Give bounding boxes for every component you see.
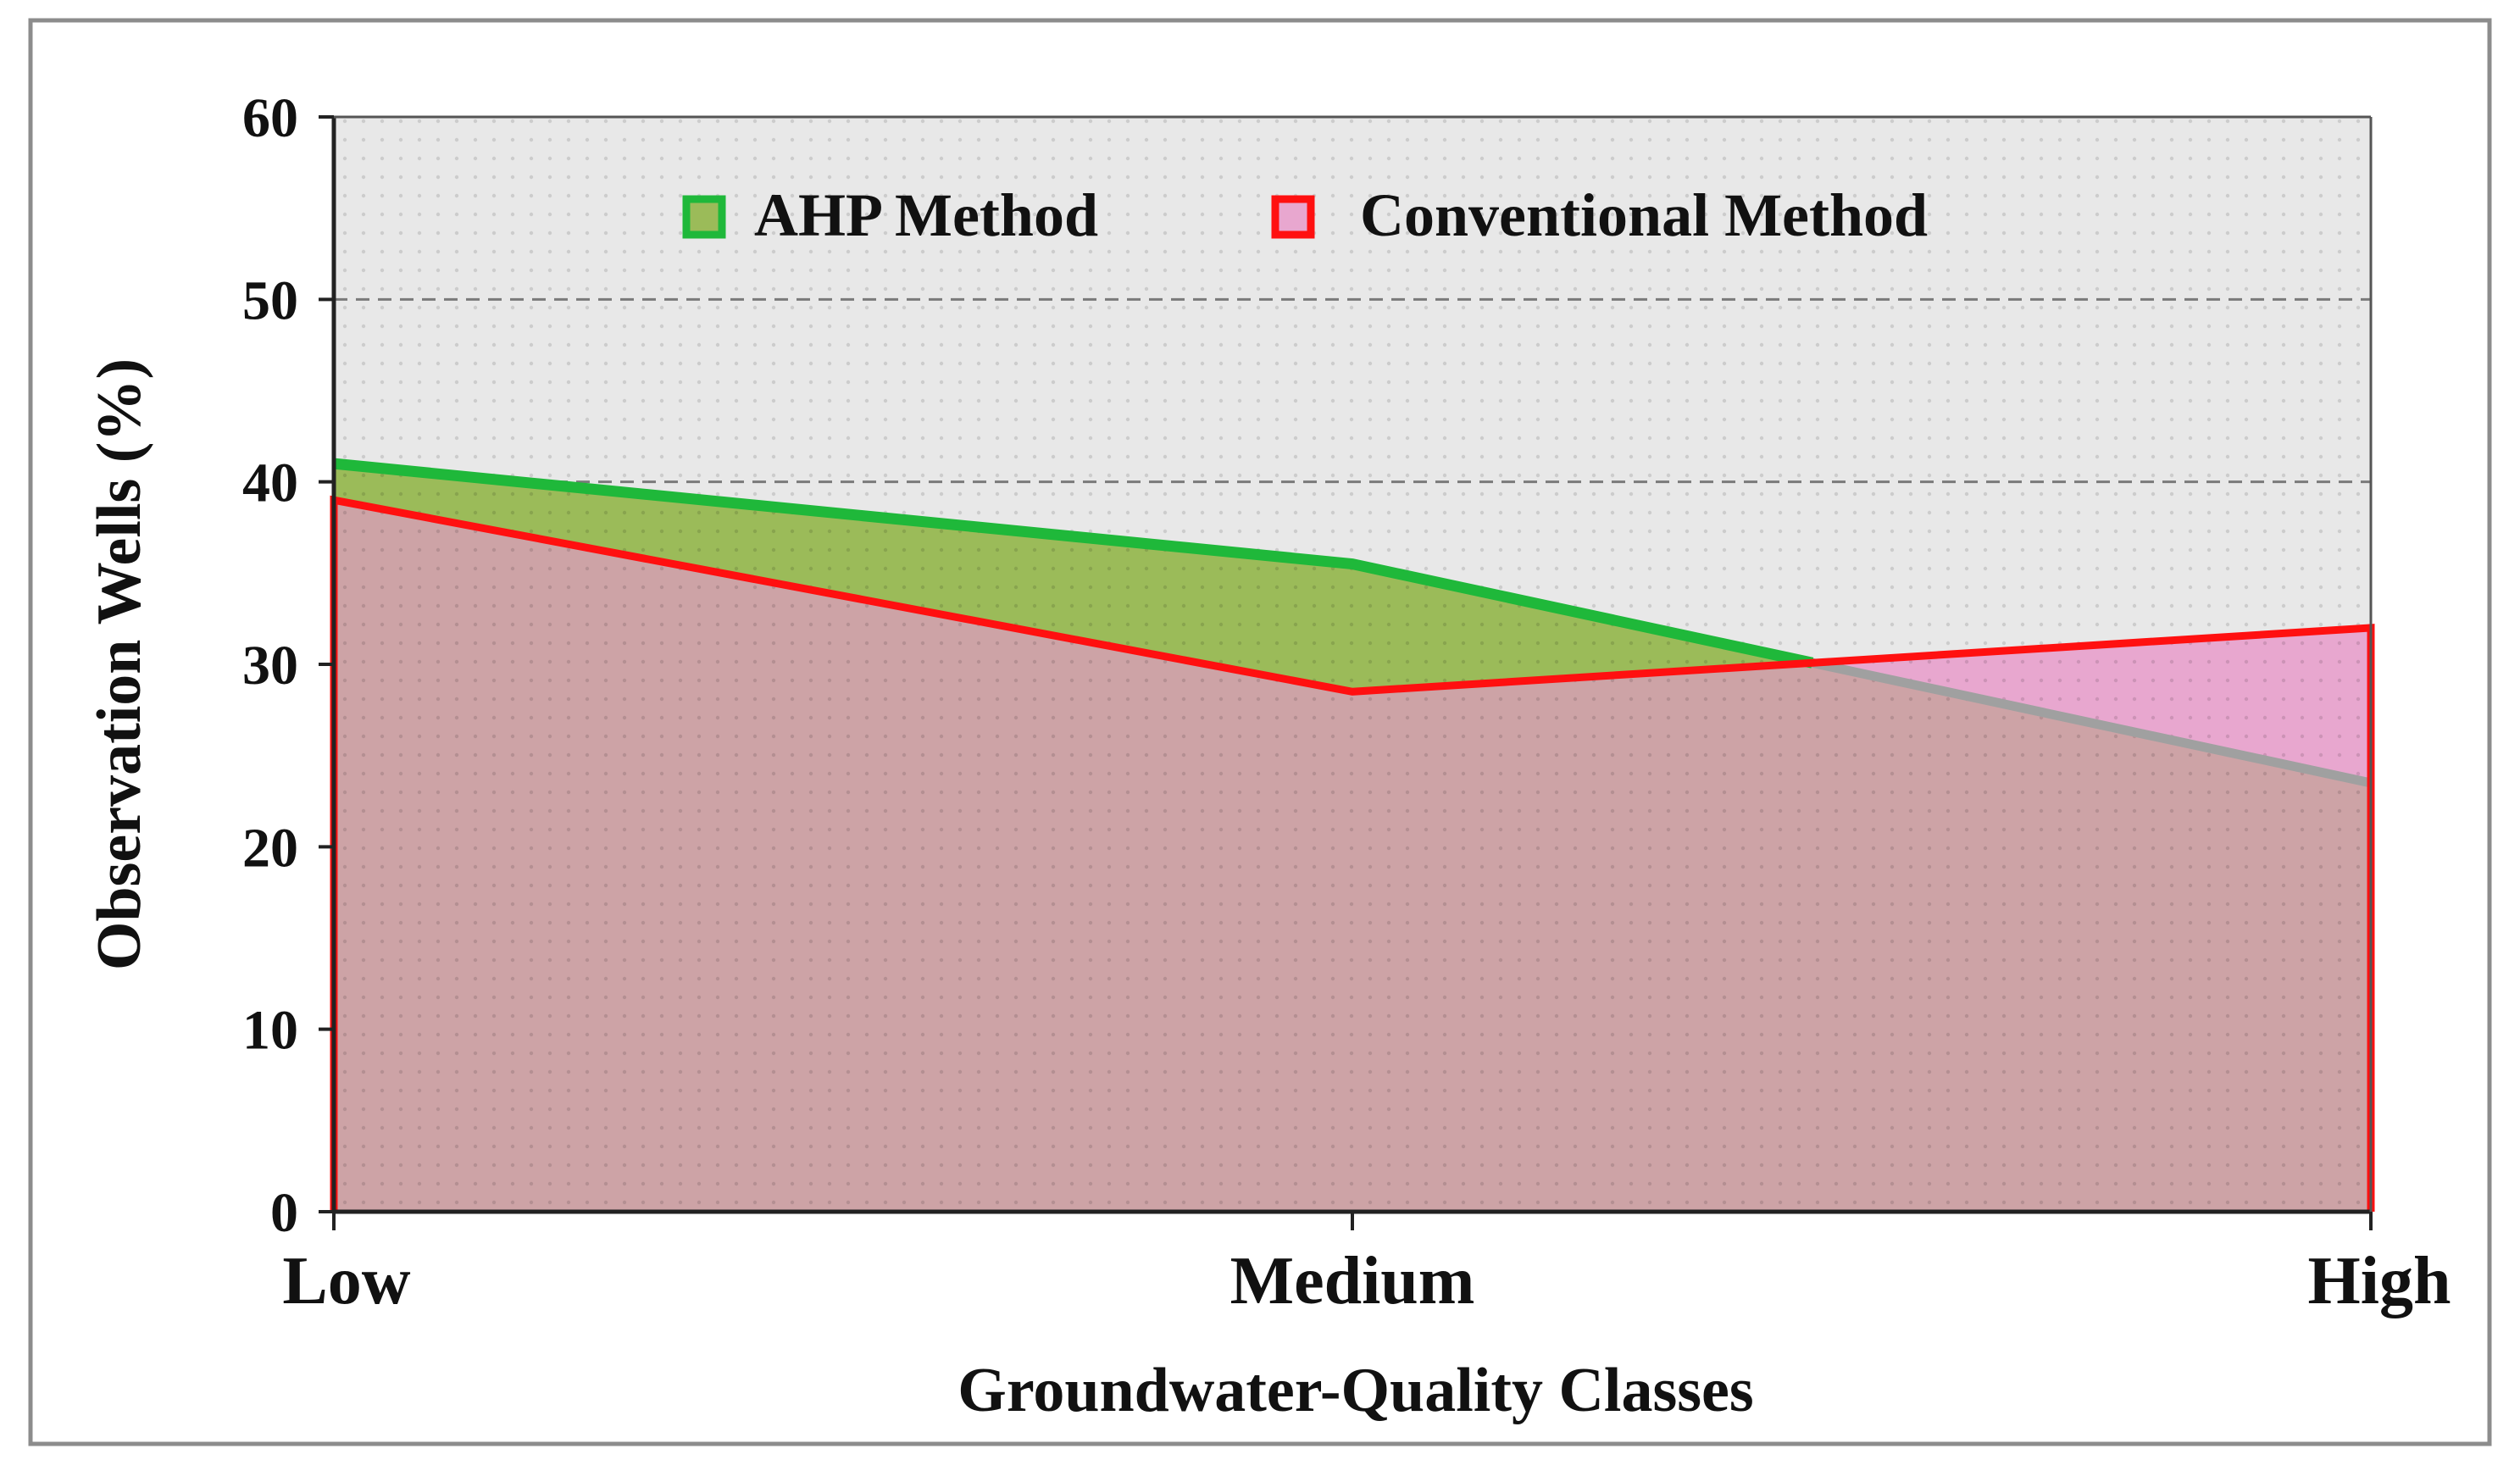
legend-swatch-ahp — [682, 195, 726, 239]
dot-texture — [334, 117, 2371, 1212]
x-tick-label-low: Low — [282, 1244, 410, 1318]
line-ahp — [333, 458, 1814, 669]
legend-label-conventional: Conventional Method — [1360, 181, 1928, 249]
y-tick-label-0: 0 — [270, 1182, 298, 1244]
x-axis-title: Groundwater-Quality Classes — [957, 1356, 1753, 1425]
y-tick-label-50: 50 — [242, 269, 298, 331]
y-tick-label-40: 40 — [242, 452, 298, 514]
x-tick-label-high: High — [2308, 1244, 2451, 1318]
y-tick-label-10: 10 — [242, 1000, 298, 1062]
line-ahp-tail — [1811, 658, 2373, 788]
y-tick-label-30: 30 — [242, 635, 298, 697]
x-axis-ticks: Low Medium High — [282, 1212, 2451, 1318]
x-tick-label-medium: Medium — [1230, 1244, 1475, 1318]
legend-swatch-conventional — [1271, 195, 1315, 239]
y-tick-label-20: 20 — [242, 817, 298, 879]
y-axis-title: Observation Wells (%) — [85, 358, 154, 970]
y-axis-ticks: 0 10 20 30 40 50 60 — [242, 87, 334, 1244]
legend: AHP Method Conventional Method — [682, 181, 1928, 249]
legend-label-ahp: AHP Method — [754, 181, 1098, 249]
y-tick-label-60: 60 — [242, 87, 298, 149]
series-areas — [334, 117, 2371, 1212]
